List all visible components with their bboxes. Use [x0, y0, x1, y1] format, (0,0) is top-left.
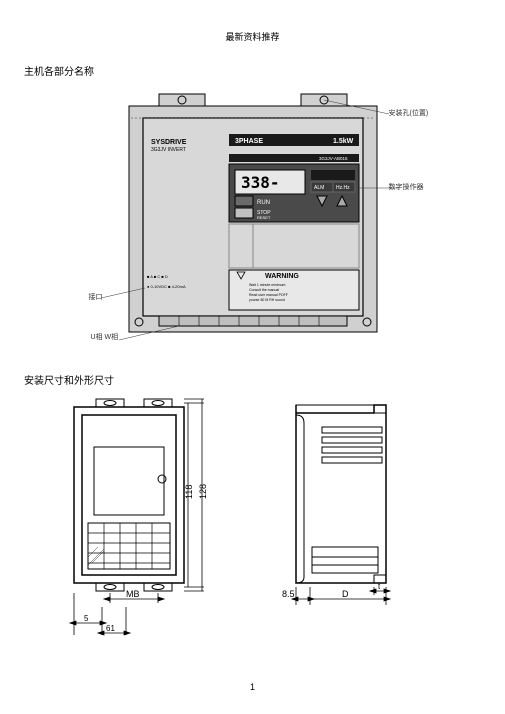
callout-uw: U相 W相	[91, 332, 119, 342]
dim-mb: MB	[126, 589, 140, 599]
svg-text:● 0-10VDC ■ 4-20mA: ● 0-10VDC ■ 4-20mA	[147, 284, 186, 289]
warn-line1: Wait 1 minute minimum	[249, 283, 286, 287]
section2-title: 安装尺寸和外形尺寸	[24, 372, 481, 387]
model-text: 3G3JV-AB015	[319, 156, 348, 161]
alarm-text: ALM	[314, 185, 324, 191]
device-figure: SYSDRIVE 3G3JV INVERT 3PHASE 1.5kW 3G3JV…	[89, 88, 417, 348]
brand-text: SYSDRIVE	[151, 139, 187, 146]
dim-m2: 61	[106, 624, 115, 633]
power-text: 1.5kW	[333, 138, 354, 145]
phase-text: 3PHASE	[235, 138, 263, 145]
callout-operator: 数字操作器	[389, 182, 424, 192]
svg-text:■ A ■ C ■ D: ■ A ■ C ■ D	[147, 274, 168, 279]
warn-line3: Read user manual POFF	[249, 293, 288, 297]
warn-line2: Consult the manual	[249, 288, 279, 292]
dim-m1: 5	[84, 614, 89, 623]
reset-text: RESET	[257, 215, 271, 220]
warn-line4: yourse 80 M RH sound	[249, 298, 285, 302]
subtitle-text: 3G3JV INVERT	[151, 147, 186, 153]
callout-side: 接口	[89, 292, 103, 302]
dim-8-5: 8.5	[282, 589, 295, 599]
display-text: 338-	[241, 173, 280, 192]
doc-header: 最新资料推荐	[24, 30, 481, 43]
callout-mounthole: 安装孔(位置)	[389, 108, 429, 118]
page-number: 1	[250, 682, 255, 692]
dimensions-figure: 118 128 MB 5 61	[44, 397, 481, 657]
hz-text: Hz.Hz	[336, 185, 350, 191]
section1-title: 主机各部分名称	[24, 63, 481, 78]
run-text: RUN	[257, 200, 270, 206]
dim-h2: 128	[198, 484, 208, 499]
dim-d: D	[342, 589, 349, 599]
dim-h1: 118	[184, 485, 194, 499]
warning-text: WARNING	[265, 273, 299, 280]
